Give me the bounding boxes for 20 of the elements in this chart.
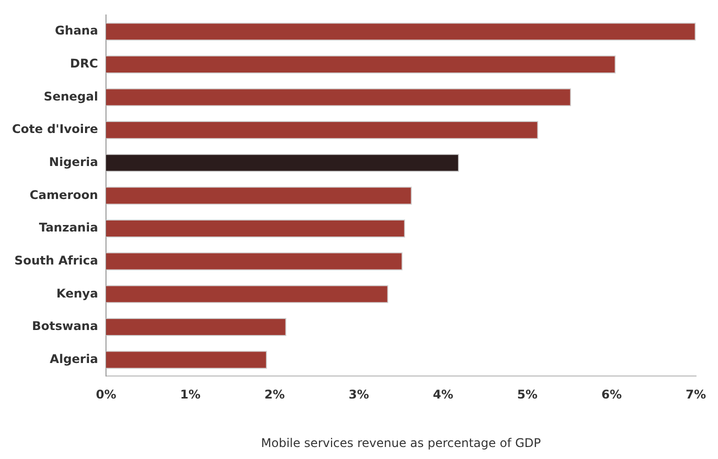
y-tick-label: DRC bbox=[70, 56, 98, 71]
x-tick-label: 1% bbox=[180, 388, 201, 402]
x-axis-title: Mobile services revenue as percentage of GDP bbox=[260, 436, 541, 450]
y-tick-label: Nigeria bbox=[49, 155, 98, 170]
x-tick-label: 0% bbox=[96, 388, 116, 402]
x-tick-label: 5% bbox=[517, 388, 538, 402]
y-tick-label: Kenya bbox=[56, 286, 98, 300]
y-tick-label: Cameroon bbox=[30, 188, 98, 202]
y-tick-label: Tanzania bbox=[38, 220, 98, 235]
y-tick-label: Ghana bbox=[54, 24, 98, 38]
x-tick-label: 6% bbox=[601, 388, 622, 402]
y-tick-label: Senegal bbox=[44, 89, 98, 104]
x-tick-label: 7% bbox=[686, 388, 706, 402]
y-tick-label: Algeria bbox=[50, 352, 98, 366]
y-tick-label: Cote d'Ivoire bbox=[12, 122, 98, 136]
x-tick-label: 3% bbox=[348, 388, 370, 402]
x-tick-label: 2% bbox=[264, 388, 285, 402]
x-tick-label: 4% bbox=[432, 388, 454, 402]
y-tick-label: Botswana bbox=[32, 319, 98, 334]
y-tick-label: South Africa bbox=[14, 253, 98, 268]
